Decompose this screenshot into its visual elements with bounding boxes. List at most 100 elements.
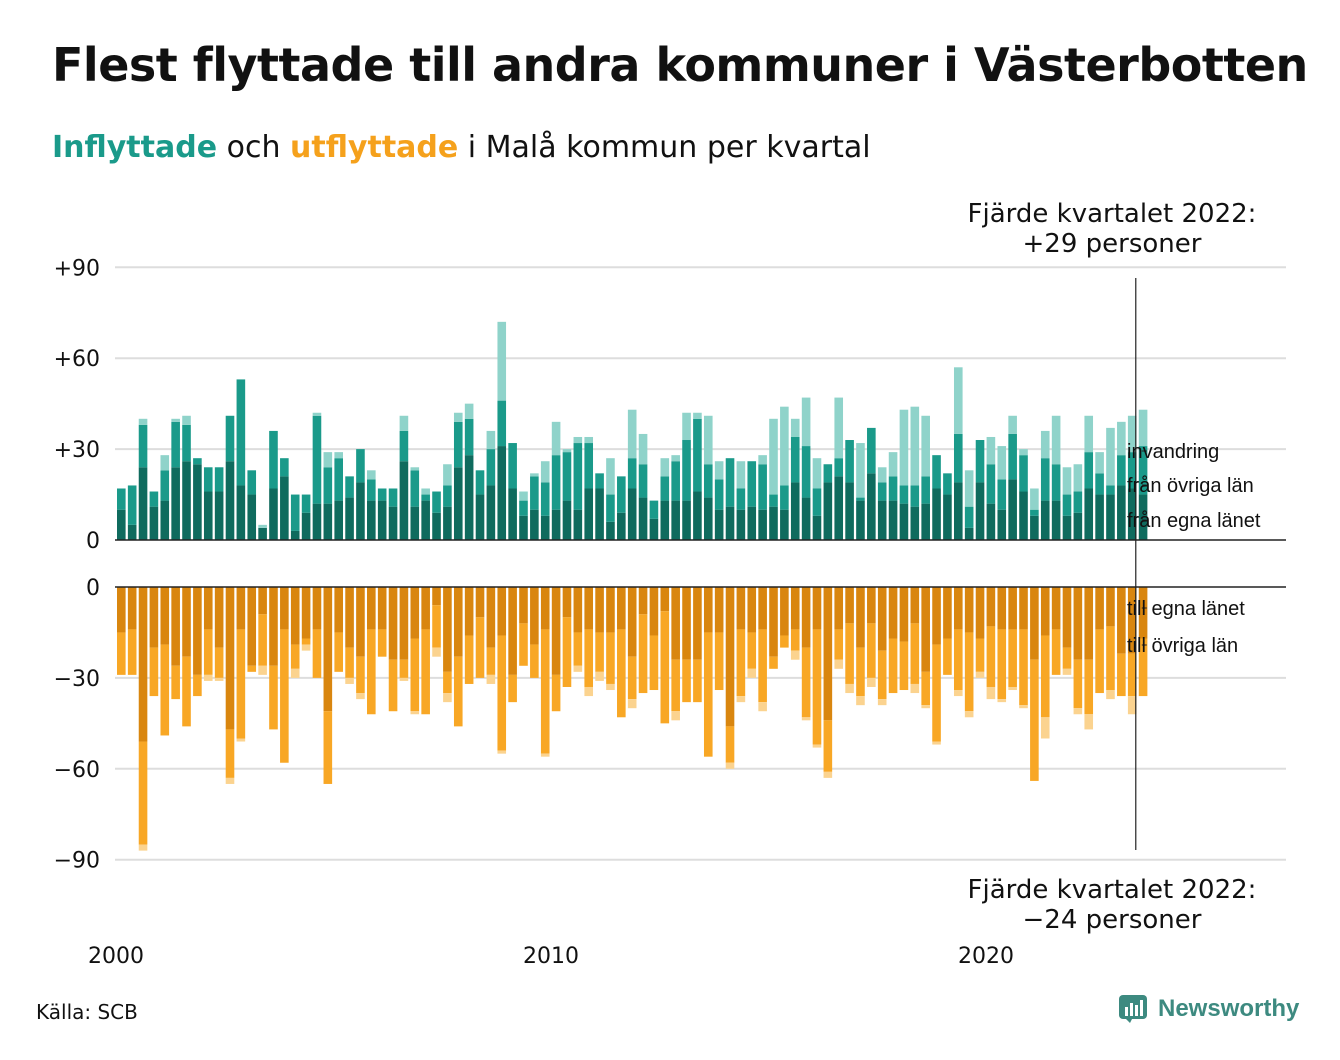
bar-in-1 [660, 476, 670, 501]
bar-out-2 [345, 677, 354, 684]
bar-out-1 [530, 644, 539, 678]
bar-in-1 [127, 485, 137, 525]
bar-in-0 [606, 521, 615, 540]
bar-in-1 [845, 440, 854, 483]
bar-out-1 [1106, 626, 1115, 691]
bar-in-1 [780, 485, 789, 510]
brand-logo[interactable]: Newsworthy [1118, 994, 1299, 1024]
bar-out-1 [323, 711, 333, 784]
bar-out-0 [117, 587, 126, 633]
bar-in-0 [323, 503, 333, 540]
bar-out-0 [247, 587, 257, 666]
bar-in-2 [964, 470, 974, 507]
bar-out-0 [334, 587, 343, 633]
bar-in-0 [486, 485, 496, 540]
bar-out-1 [160, 644, 170, 736]
bar-out-1 [943, 638, 952, 675]
bar-out-0 [551, 587, 561, 675]
bar-out-1 [801, 647, 811, 718]
bar-out-1 [1138, 638, 1148, 697]
bar-in-0 [1030, 515, 1039, 540]
bar-in-1 [834, 458, 844, 477]
bar-in-2 [693, 412, 702, 419]
bar-out-0 [812, 587, 822, 630]
bar-out-0 [497, 587, 507, 636]
bar-in-1 [562, 452, 572, 501]
bar-in-0 [280, 476, 289, 540]
bar-in-1 [149, 491, 159, 507]
bar-in-1 [540, 482, 550, 516]
bar-in-1 [638, 464, 648, 498]
bar-in-1 [943, 473, 952, 495]
bar-out-1 [986, 626, 996, 687]
bar-out-2 [214, 677, 224, 681]
bar-in-1 [551, 455, 561, 510]
bar-out-1 [997, 629, 1007, 700]
bar-in-0 [834, 476, 844, 540]
bar-in-2 [986, 436, 996, 465]
bar-in-1 [345, 476, 354, 498]
bar-in-0 [747, 506, 757, 540]
bar-out-2 [964, 711, 974, 718]
bar-in-1 [486, 449, 496, 486]
bar-in-1 [356, 449, 365, 483]
bar-out-1 [367, 629, 376, 715]
bar-out-1 [421, 629, 430, 715]
bar-in-0 [356, 482, 365, 540]
bar-out-2 [584, 686, 594, 697]
bar-out-1 [856, 647, 865, 697]
y-tick-label-out: −60 [54, 758, 100, 783]
bar-out-0 [290, 587, 300, 645]
bar-out-0 [345, 587, 354, 648]
bar-out-0 [736, 587, 746, 630]
bar-out-2 [258, 665, 267, 675]
bar-in-0 [214, 491, 224, 540]
bar-out-0 [856, 587, 865, 648]
bar-in-2 [171, 418, 180, 422]
bar-in-1 [388, 488, 398, 507]
bar-out-0 [160, 587, 170, 645]
bar-in-0 [269, 488, 278, 540]
bar-out-2 [443, 693, 452, 703]
bar-out-0 [627, 587, 637, 657]
bar-out-2 [290, 668, 300, 678]
bar-out-0 [997, 587, 1007, 630]
bar-out-1 [497, 635, 507, 751]
bar-in-1 [671, 461, 680, 501]
bar-out-2 [834, 659, 844, 669]
bar-out-2 [236, 738, 246, 742]
bar-in-1 [649, 500, 659, 519]
bar-in-0 [584, 488, 594, 540]
bar-out-0 [780, 587, 789, 636]
bar-in-0 [997, 509, 1007, 540]
bar-out-2 [399, 677, 409, 681]
bar-in-1 [1008, 433, 1017, 480]
bar-out-1 [888, 638, 898, 694]
bar-in-2 [627, 409, 637, 459]
bar-out-1 [921, 671, 930, 706]
bar-in-0 [660, 500, 670, 540]
bar-in-1 [334, 458, 343, 501]
bar-in-2 [530, 473, 539, 477]
bar-out-1 [725, 726, 735, 763]
bar-in-0 [867, 473, 876, 540]
bar-out-0 [671, 587, 680, 660]
bar-out-0 [975, 587, 985, 639]
bar-out-0 [964, 587, 974, 633]
bar-in-1 [1030, 509, 1039, 516]
bar-out-2 [921, 705, 930, 709]
bar-in-0 [856, 500, 865, 540]
y-tick-label-in: +60 [54, 347, 100, 372]
bar-out-0 [877, 587, 887, 651]
bar-in-2 [443, 464, 452, 486]
bar-in-0 [823, 482, 833, 540]
bar-in-0 [1040, 500, 1050, 540]
bar-out-2 [1008, 686, 1017, 691]
subtitle-mid: och [217, 130, 290, 165]
bar-in-0 [975, 482, 985, 540]
bar-in-0 [388, 506, 398, 540]
bar-out-0 [932, 587, 941, 645]
bar-in-0 [1138, 494, 1148, 540]
bar-in-1 [790, 436, 800, 483]
